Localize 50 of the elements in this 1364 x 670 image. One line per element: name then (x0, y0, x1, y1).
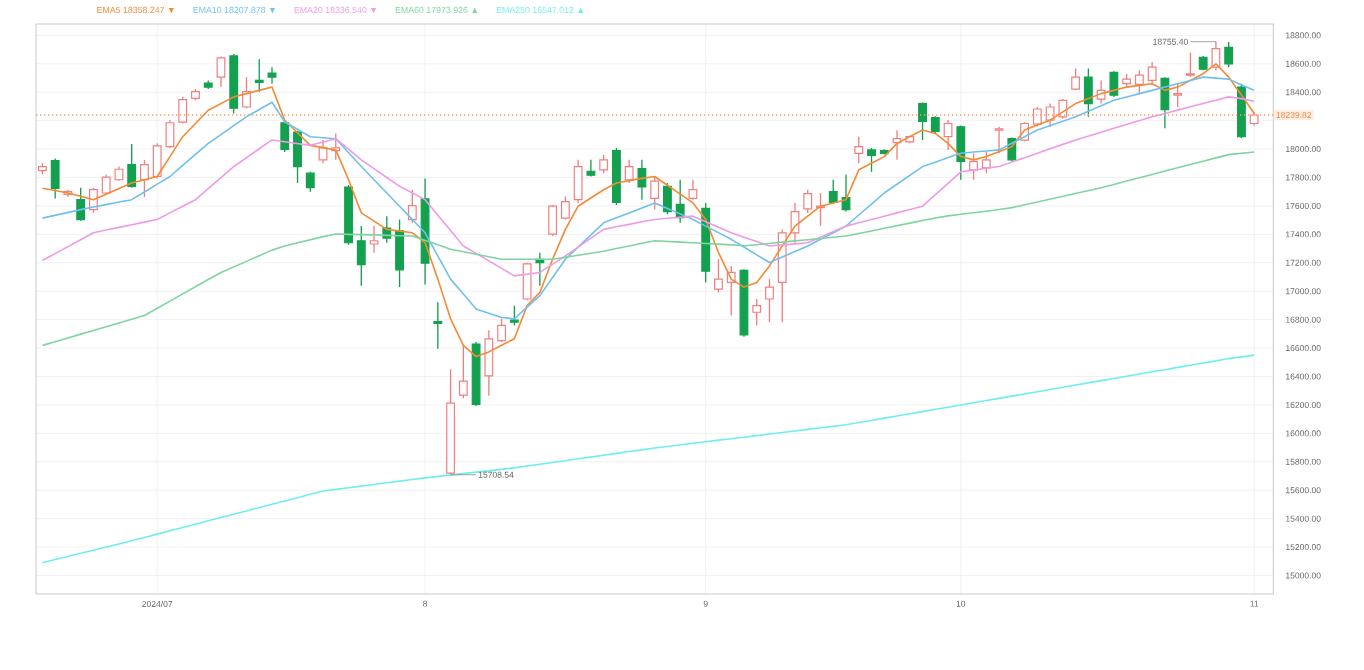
candlestick (433, 301, 443, 350)
candlestick (624, 159, 634, 184)
candlestick (586, 159, 596, 178)
candlestick (1109, 70, 1119, 98)
candlestick (76, 187, 86, 222)
candlestick (765, 278, 774, 323)
candlestick (484, 329, 494, 397)
candlestick (395, 218, 404, 288)
candlestick (650, 175, 660, 211)
candlestick (994, 126, 1004, 154)
candlestick (714, 258, 723, 294)
candlestick (1173, 83, 1183, 108)
candlestick (1134, 69, 1144, 95)
candlestick (688, 179, 698, 201)
candlestick (369, 225, 379, 254)
candlestick (254, 58, 264, 93)
candlestick (854, 136, 864, 164)
candlestick (497, 318, 507, 343)
candlestick (1185, 51, 1195, 78)
candlestick (752, 298, 762, 327)
candlestick (599, 153, 609, 174)
candlestick (981, 151, 991, 174)
candlestick (803, 189, 813, 214)
candlestick (560, 195, 570, 221)
candlestick (127, 143, 137, 189)
candlestick (918, 101, 927, 141)
candlestick (1147, 61, 1157, 85)
candlestick (178, 96, 188, 125)
candlestick (356, 225, 366, 287)
candlestick (1160, 76, 1170, 129)
candlestick (1032, 106, 1042, 128)
candlestick (1211, 41, 1221, 72)
candlestick (1224, 41, 1234, 68)
candlestick (305, 171, 315, 193)
candlestick (637, 159, 647, 201)
candlestick (458, 344, 468, 400)
candlestick (50, 157, 60, 200)
candlestick (216, 55, 226, 88)
candlestick (140, 159, 149, 198)
candlestick (956, 124, 966, 181)
candlestick (573, 159, 583, 204)
candlestick (267, 66, 277, 85)
candlestick (867, 147, 876, 173)
candlestick (509, 305, 519, 327)
candlestick (663, 182, 672, 215)
candlestick (242, 76, 251, 109)
candlestick (407, 189, 417, 224)
candlestick (548, 204, 558, 237)
candlestick (1083, 67, 1093, 118)
candlestick (943, 119, 953, 151)
